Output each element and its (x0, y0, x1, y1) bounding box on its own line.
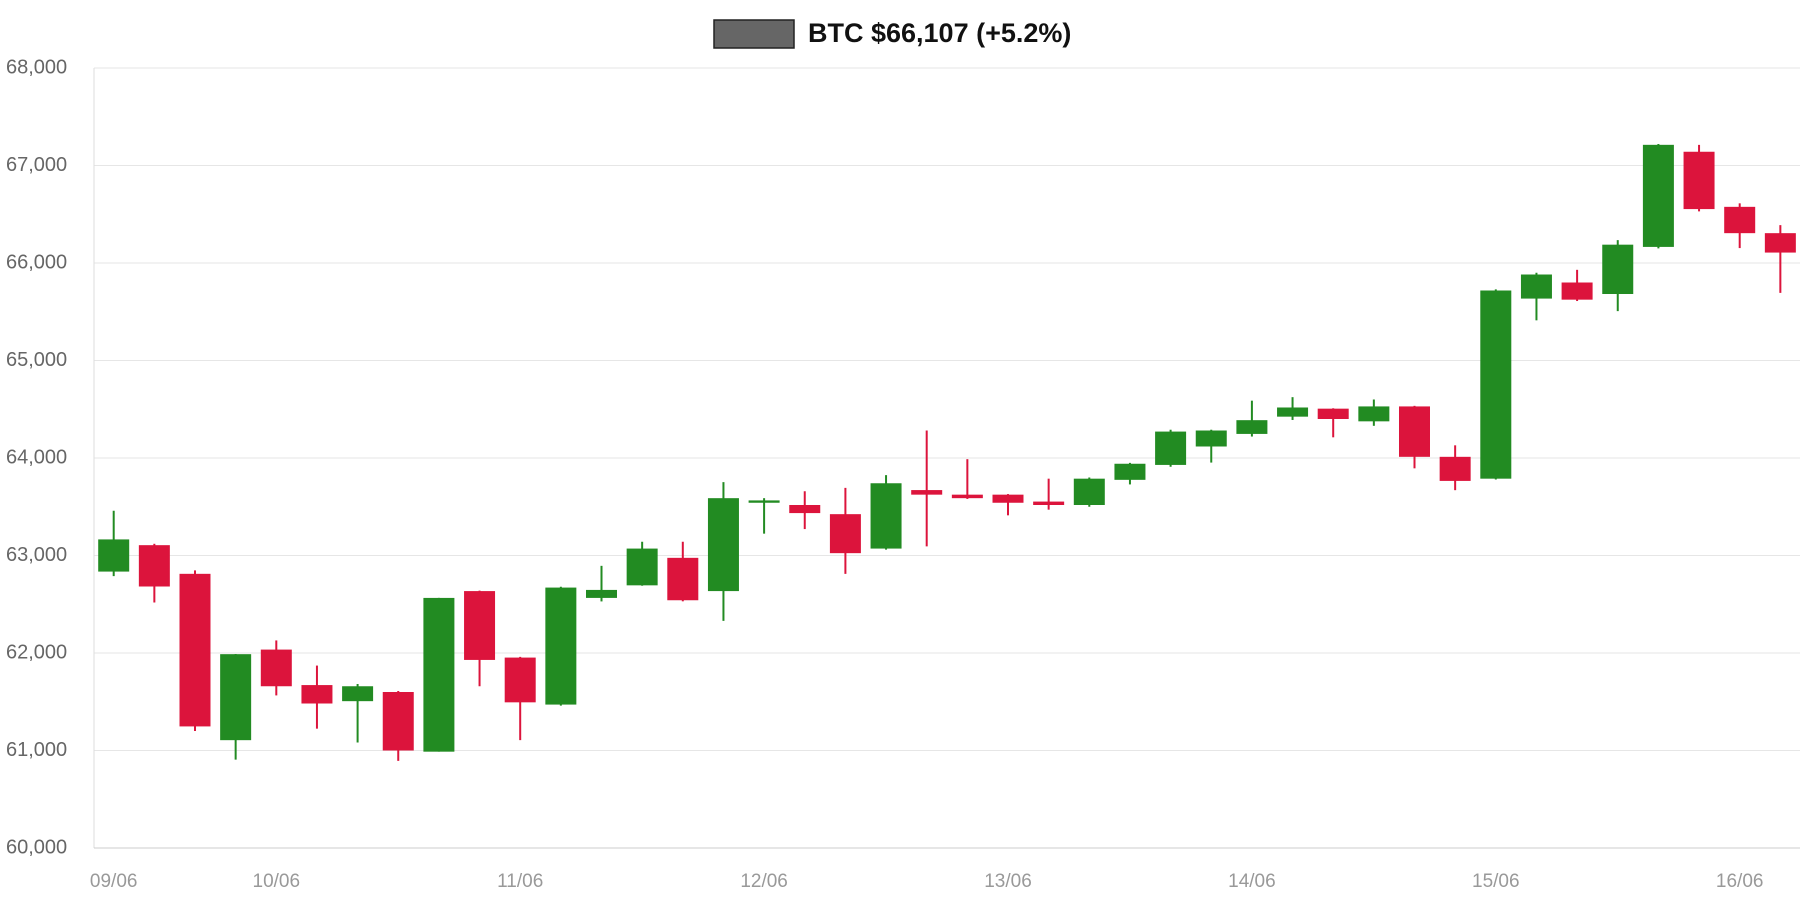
y-tick-label: 62,000 (6, 641, 67, 663)
candle-body (1358, 406, 1390, 422)
candle-body (98, 539, 130, 572)
x-tick-label: 09/06 (90, 871, 138, 892)
candle-body (1764, 233, 1796, 253)
candle-body (1236, 420, 1268, 434)
x-tick-label: 11/06 (497, 871, 543, 892)
candle-body (1602, 244, 1634, 295)
candle-body (179, 573, 211, 727)
candle-body (1277, 407, 1309, 417)
legend-swatch (713, 19, 795, 49)
x-tick-label: 12/06 (740, 871, 788, 892)
candle-body (1317, 408, 1349, 419)
candle-body (586, 589, 617, 598)
candle-body (342, 686, 374, 702)
x-tick-label: 10/06 (253, 871, 301, 892)
y-tick-label: 63,000 (6, 544, 67, 566)
candle-body (1155, 431, 1187, 465)
y-tick-label: 68,000 (6, 56, 67, 78)
candle-body (1561, 282, 1593, 300)
candle-body (1480, 290, 1512, 479)
y-tick-label: 65,000 (6, 349, 67, 371)
y-tick-label: 61,000 (6, 739, 67, 761)
y-tick-label: 66,000 (6, 251, 67, 273)
candle-body (1642, 144, 1674, 247)
y-tick-label: 64,000 (6, 446, 67, 468)
candle-body (707, 498, 739, 592)
candle-body (220, 654, 252, 741)
candle-body (1033, 501, 1065, 505)
candle-body (1195, 430, 1227, 447)
candle-body (951, 494, 983, 499)
candle-body (911, 490, 943, 495)
x-tick-label: 13/06 (984, 871, 1032, 892)
candle-body (138, 545, 170, 587)
candle-body (545, 587, 577, 705)
candle-body (301, 685, 333, 704)
candle-body (423, 597, 455, 752)
candle-body (504, 657, 536, 703)
candle-body (1724, 206, 1756, 234)
y-tick-label: 67,000 (6, 154, 67, 176)
candle-body (829, 514, 861, 554)
candle-body (1683, 151, 1715, 210)
candle-body (626, 548, 658, 586)
x-tick-label: 15/06 (1472, 871, 1520, 892)
y-tick-label: 60,000 (6, 836, 67, 858)
candle-body (748, 500, 780, 503)
candle-body (1073, 478, 1105, 505)
candle-body (1399, 406, 1430, 457)
candle-body (1520, 274, 1552, 299)
candle-body (260, 649, 292, 687)
legend-label: BTC $66,107 (+5.2%) (808, 18, 1071, 48)
candle-body (992, 494, 1024, 503)
candle-body (1439, 456, 1471, 481)
candle-body (667, 557, 699, 601)
candle-body (382, 692, 414, 751)
x-tick-label: 14/06 (1228, 871, 1276, 892)
candle-body (464, 591, 496, 660)
candle-body (1114, 463, 1146, 480)
candle-body (789, 504, 821, 514)
x-tick-label: 16/06 (1716, 871, 1764, 892)
candle-body (870, 483, 902, 549)
